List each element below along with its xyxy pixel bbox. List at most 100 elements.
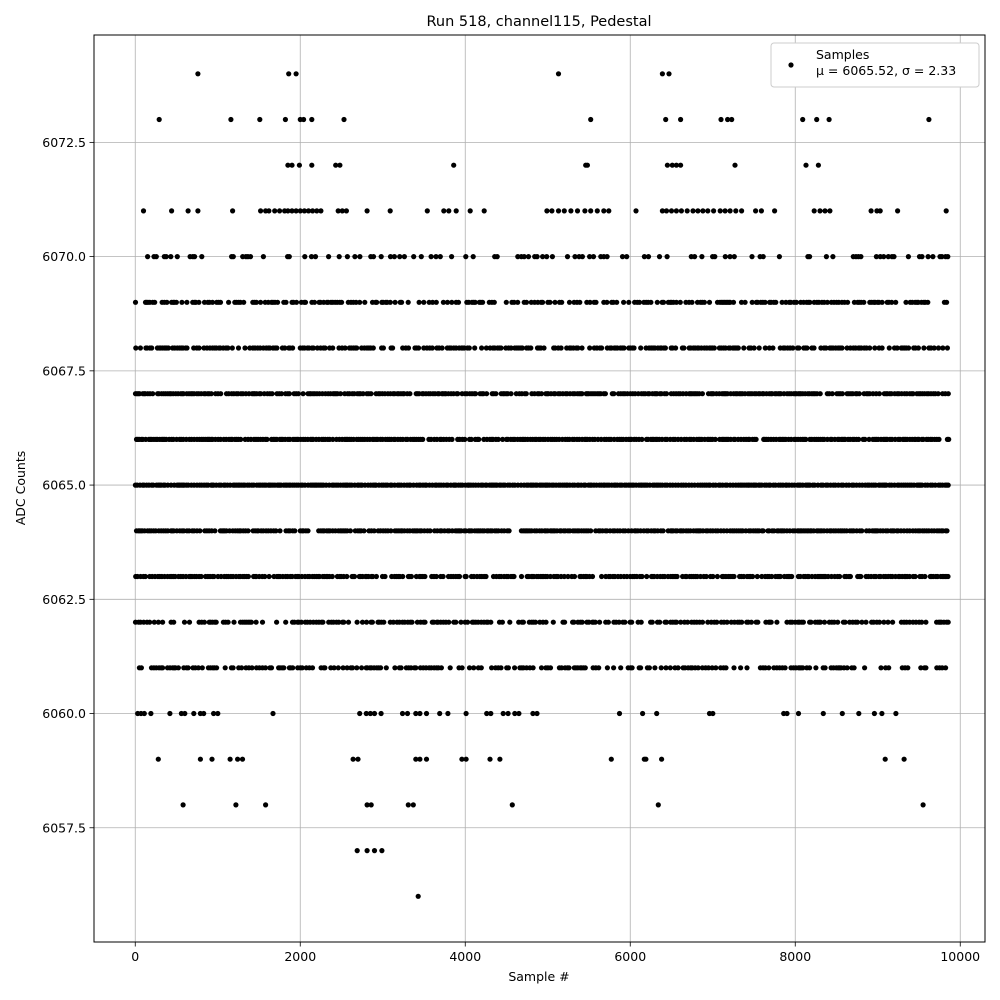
data-point <box>530 710 536 717</box>
legend-label: Samples <box>816 47 869 62</box>
data-point <box>945 254 951 260</box>
chart-title: Run 518, channel115, Pedestal <box>426 14 651 30</box>
data-point <box>760 254 766 260</box>
data-point <box>186 619 193 625</box>
data-point <box>658 665 664 671</box>
data-point <box>886 345 892 351</box>
data-point <box>405 299 411 305</box>
data-point <box>215 710 221 717</box>
data-point <box>239 665 245 671</box>
data-point <box>654 299 660 305</box>
data-point <box>164 299 170 305</box>
data-point <box>523 299 530 305</box>
data-point <box>713 665 719 671</box>
data-point <box>392 665 398 671</box>
data-point <box>773 299 779 305</box>
data-point <box>289 208 295 214</box>
data-point <box>565 573 571 580</box>
data-point <box>455 299 462 305</box>
data-point <box>463 573 469 580</box>
data-point <box>447 665 453 671</box>
data-point <box>292 528 298 534</box>
data-point <box>863 619 869 625</box>
data-point <box>277 528 283 534</box>
data-point <box>782 665 788 671</box>
data-point <box>727 208 733 214</box>
data-point <box>274 345 280 351</box>
data-point <box>753 208 759 214</box>
data-point <box>518 573 525 580</box>
data-point <box>739 208 745 214</box>
data-point <box>555 208 562 214</box>
data-point <box>923 665 929 671</box>
data-point <box>769 573 775 580</box>
data-point <box>391 254 397 260</box>
data-point <box>520 619 527 625</box>
data-point <box>408 573 414 580</box>
x-tick-label: 6000 <box>614 949 646 964</box>
data-point <box>735 345 741 351</box>
data-point <box>424 208 430 214</box>
data-point <box>811 208 817 214</box>
data-point <box>674 573 680 580</box>
data-point <box>410 802 416 808</box>
data-point <box>588 208 594 214</box>
data-point <box>905 665 911 671</box>
data-point <box>249 665 255 671</box>
data-point <box>285 208 291 214</box>
data-point <box>859 528 865 534</box>
data-point <box>681 345 687 351</box>
data-point <box>308 254 315 260</box>
data-point <box>579 391 585 397</box>
data-point <box>367 710 373 717</box>
data-point <box>903 299 909 305</box>
data-point <box>547 665 554 671</box>
data-point <box>378 665 384 671</box>
data-point <box>416 345 422 351</box>
data-point <box>449 299 455 305</box>
data-point <box>242 345 248 351</box>
data-point <box>459 665 465 671</box>
data-point <box>678 162 684 168</box>
data-point <box>468 436 474 442</box>
data-point <box>636 299 643 305</box>
data-point <box>795 710 802 717</box>
data-point <box>890 619 896 625</box>
data-point <box>669 162 675 168</box>
data-point <box>858 254 864 260</box>
data-point <box>663 619 670 625</box>
data-point <box>521 254 527 260</box>
data-point <box>350 756 356 762</box>
data-point <box>441 208 447 214</box>
data-point <box>459 756 465 762</box>
data-point <box>199 665 205 671</box>
data-point <box>705 665 712 671</box>
data-point <box>446 619 452 625</box>
data-point <box>433 254 439 260</box>
data-point <box>706 299 713 305</box>
y-tick: 6067.5 <box>42 363 94 378</box>
data-point <box>401 254 407 260</box>
data-point <box>398 665 404 671</box>
data-point <box>343 208 349 214</box>
y-tick-label: 6062.5 <box>42 592 86 607</box>
data-points <box>132 71 952 899</box>
data-point <box>340 665 346 671</box>
legend-marker <box>788 62 794 68</box>
data-point <box>258 208 264 214</box>
data-point <box>344 665 350 671</box>
data-point <box>592 619 598 625</box>
data-point <box>842 619 848 625</box>
data-point <box>655 802 661 808</box>
data-point <box>349 665 356 671</box>
data-point <box>266 208 272 214</box>
data-point <box>281 665 287 671</box>
data-point <box>714 573 721 580</box>
data-point <box>587 254 593 260</box>
data-point <box>309 665 316 671</box>
data-point <box>383 665 389 671</box>
data-point <box>758 208 765 214</box>
data-point <box>381 619 387 625</box>
data-point <box>684 208 690 214</box>
data-point <box>489 665 495 671</box>
